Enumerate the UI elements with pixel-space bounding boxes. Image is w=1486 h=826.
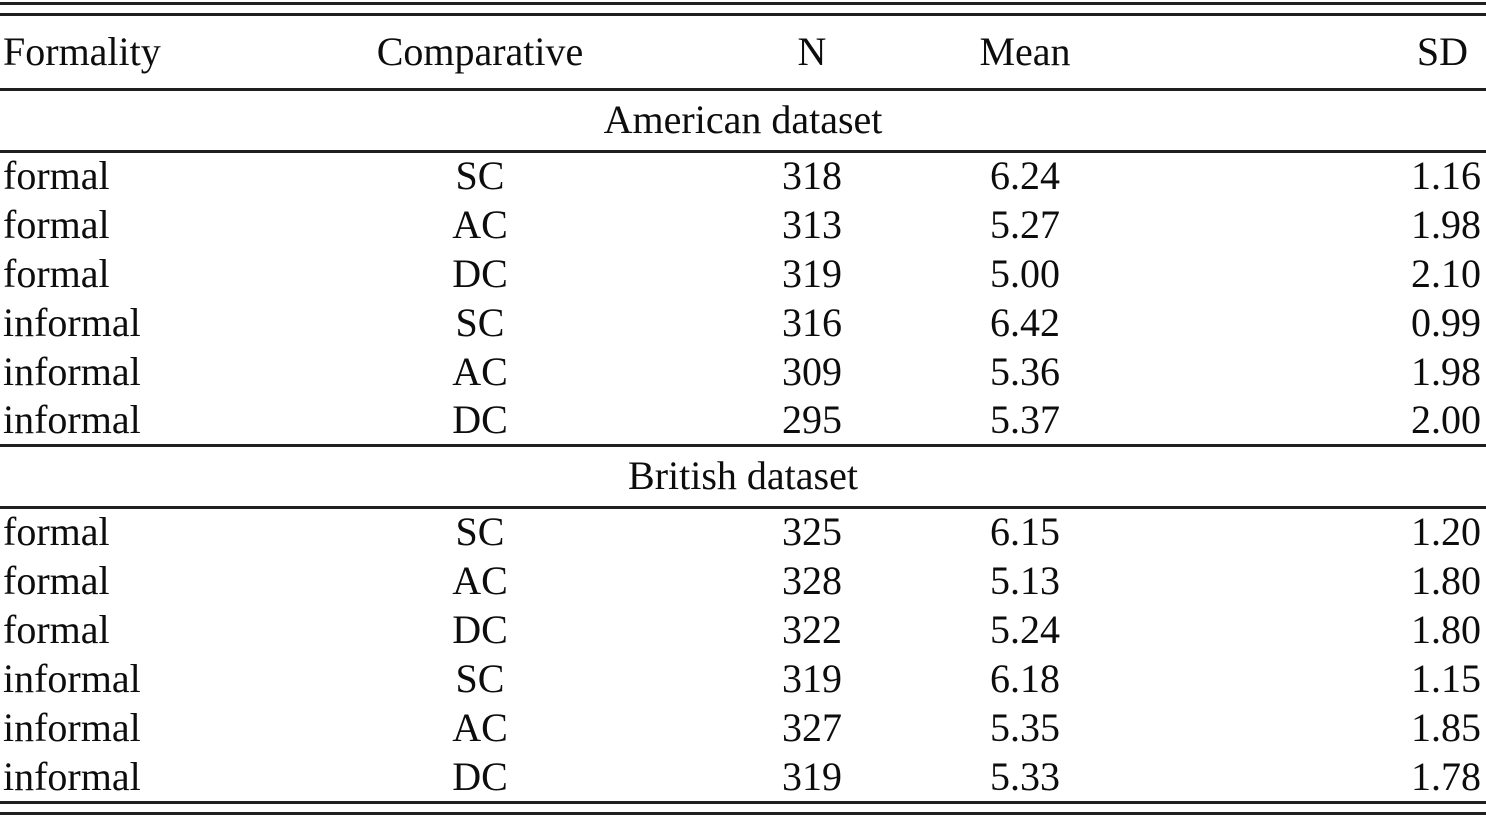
table-row: formal AC 313 5.27 1.98 xyxy=(0,200,1486,249)
cell-comparative: AC xyxy=(452,704,508,750)
cell-formality: formal xyxy=(3,153,110,199)
results-table: Formality Comparative N Mean SD American… xyxy=(0,16,1486,801)
cell-n: 313 xyxy=(782,201,842,247)
cell-mean: 5.27 xyxy=(990,201,1060,247)
table-row: informal AC 309 5.36 1.98 xyxy=(0,347,1486,396)
cell-comparative: SC xyxy=(455,153,505,199)
column-header-comparative: Comparative xyxy=(376,28,584,74)
cell-formality: informal xyxy=(3,704,141,750)
cell-n: 319 xyxy=(782,250,842,296)
section-header-american: American dataset xyxy=(0,89,1486,151)
cell-sd: 0.99 xyxy=(1411,299,1481,345)
cell-n: 325 xyxy=(782,509,842,555)
cell-sd: 1.80 xyxy=(1411,606,1481,652)
cell-comparative: DC xyxy=(452,250,508,296)
cell-formality: informal xyxy=(3,348,141,394)
cell-sd: 2.10 xyxy=(1411,250,1481,296)
cell-comparative: AC xyxy=(452,557,508,603)
cell-mean: 5.33 xyxy=(990,753,1060,799)
cell-comparative: DC xyxy=(452,396,508,442)
table-row: informal AC 327 5.35 1.85 xyxy=(0,703,1486,752)
cell-formality: formal xyxy=(3,509,110,555)
cell-comparative: DC xyxy=(452,606,508,652)
table-row: formal DC 319 5.00 2.10 xyxy=(0,249,1486,298)
table-header-row: Formality Comparative N Mean SD xyxy=(0,16,1486,89)
cell-formality: informal xyxy=(3,299,141,345)
column-header-n: N xyxy=(797,28,827,74)
cell-n: 309 xyxy=(782,348,842,394)
cell-sd: 1.85 xyxy=(1411,704,1481,750)
cell-mean: 5.36 xyxy=(990,348,1060,394)
cell-sd: 1.98 xyxy=(1411,348,1481,394)
cell-n: 319 xyxy=(782,753,842,799)
table-row: informal SC 316 6.42 0.99 xyxy=(0,298,1486,347)
section-american: American dataset formal SC 318 6.24 1.16… xyxy=(0,89,1486,445)
cell-mean: 5.00 xyxy=(990,250,1060,296)
section-label: American dataset xyxy=(603,97,883,142)
cell-comparative: AC xyxy=(452,348,508,394)
cell-n: 328 xyxy=(782,557,842,603)
table-top-rule xyxy=(0,2,1486,16)
column-header-mean: Mean xyxy=(979,28,1071,74)
cell-sd: 1.15 xyxy=(1411,655,1481,701)
cell-mean: 5.24 xyxy=(990,606,1060,652)
cell-n: 316 xyxy=(782,299,842,345)
cell-n: 318 xyxy=(782,153,842,199)
cell-sd: 1.98 xyxy=(1411,201,1481,247)
cell-formality: informal xyxy=(3,396,141,442)
cell-sd: 1.80 xyxy=(1411,557,1481,603)
column-header-sd: SD xyxy=(1416,28,1468,74)
cell-mean: 5.13 xyxy=(990,557,1060,603)
section-header-british: British dataset xyxy=(0,445,1486,507)
cell-n: 322 xyxy=(782,606,842,652)
cell-mean: 5.35 xyxy=(990,704,1060,750)
section-label: British dataset xyxy=(628,453,858,498)
table-row: formal AC 328 5.13 1.80 xyxy=(0,556,1486,605)
cell-formality: formal xyxy=(3,250,110,296)
table-row: informal DC 319 5.33 1.78 xyxy=(0,752,1486,801)
cell-comparative: SC xyxy=(455,655,505,701)
cell-sd: 1.16 xyxy=(1411,153,1481,199)
cell-sd: 1.78 xyxy=(1411,753,1481,799)
column-header-formality: Formality xyxy=(3,28,161,74)
table-row: informal SC 319 6.18 1.15 xyxy=(0,654,1486,703)
section-british: British dataset formal SC 325 6.15 1.20 … xyxy=(0,445,1486,801)
cell-n: 327 xyxy=(782,704,842,750)
cell-n: 295 xyxy=(782,396,842,442)
cell-formality: informal xyxy=(3,655,141,701)
cell-comparative: SC xyxy=(455,509,505,555)
cell-mean: 5.37 xyxy=(990,396,1060,442)
cell-formality: formal xyxy=(3,201,110,247)
cell-n: 319 xyxy=(782,655,842,701)
table-row: formal DC 322 5.24 1.80 xyxy=(0,605,1486,654)
cell-formality: formal xyxy=(3,557,110,603)
cell-sd: 2.00 xyxy=(1411,396,1481,442)
table-bottom-rule xyxy=(0,801,1486,815)
cell-mean: 6.42 xyxy=(990,299,1060,345)
cell-mean: 6.15 xyxy=(990,509,1060,555)
cell-mean: 6.24 xyxy=(990,153,1060,199)
cell-comparative: DC xyxy=(452,753,508,799)
cell-comparative: SC xyxy=(455,299,505,345)
cell-comparative: AC xyxy=(452,201,508,247)
cell-formality: formal xyxy=(3,606,110,652)
table-row: formal SC 318 6.24 1.16 xyxy=(0,151,1486,200)
cell-formality: informal xyxy=(3,753,141,799)
cell-mean: 6.18 xyxy=(990,655,1060,701)
table-row: informal DC 295 5.37 2.00 xyxy=(0,396,1486,445)
cell-sd: 1.20 xyxy=(1411,509,1481,555)
table-row: formal SC 325 6.15 1.20 xyxy=(0,507,1486,556)
